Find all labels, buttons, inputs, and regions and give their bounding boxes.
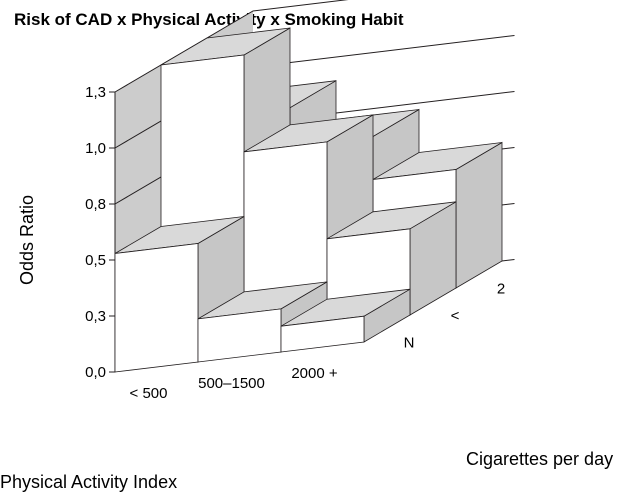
- y-tick-labels: 0,0 0,3 0,5 0,8 1,0 1,3: [85, 84, 106, 381]
- y-tick-label: 1,0: [85, 140, 106, 157]
- y-tick-label: 0,5: [85, 252, 106, 269]
- bar-front: [114, 243, 199, 373]
- chart-title: Risk of CAD x Physical Activity x Smokin…: [14, 10, 404, 29]
- x-tick-labels: < 500 500–1500 2000 +: [130, 365, 338, 402]
- y-axis-label: Odds Ratio: [17, 195, 37, 285]
- bars: [114, 27, 503, 373]
- y-tick-label: 0,0: [85, 364, 106, 381]
- z-tick-labels: N <2: [404, 281, 506, 352]
- bar-front: [280, 315, 365, 353]
- z-tick-label: <: [451, 308, 460, 325]
- x-tick-label: 500–1500: [198, 375, 265, 392]
- x-tick-label: < 500: [130, 385, 168, 402]
- bar-front: [197, 308, 282, 363]
- y-tick-label: 0,8: [85, 196, 106, 213]
- y-tick-label: 1,3: [85, 84, 106, 101]
- bar-0-2: [280, 288, 411, 353]
- x-tick-label: 2000 +: [291, 365, 338, 382]
- z-axis-label: Cigarettes per day: [466, 449, 613, 469]
- z-tick-label: 2: [497, 281, 505, 298]
- x-axis-label: Physical Activity Index: [0, 472, 177, 492]
- y-tick-label: 0,3: [85, 308, 106, 325]
- z-tick-label: N: [404, 335, 415, 352]
